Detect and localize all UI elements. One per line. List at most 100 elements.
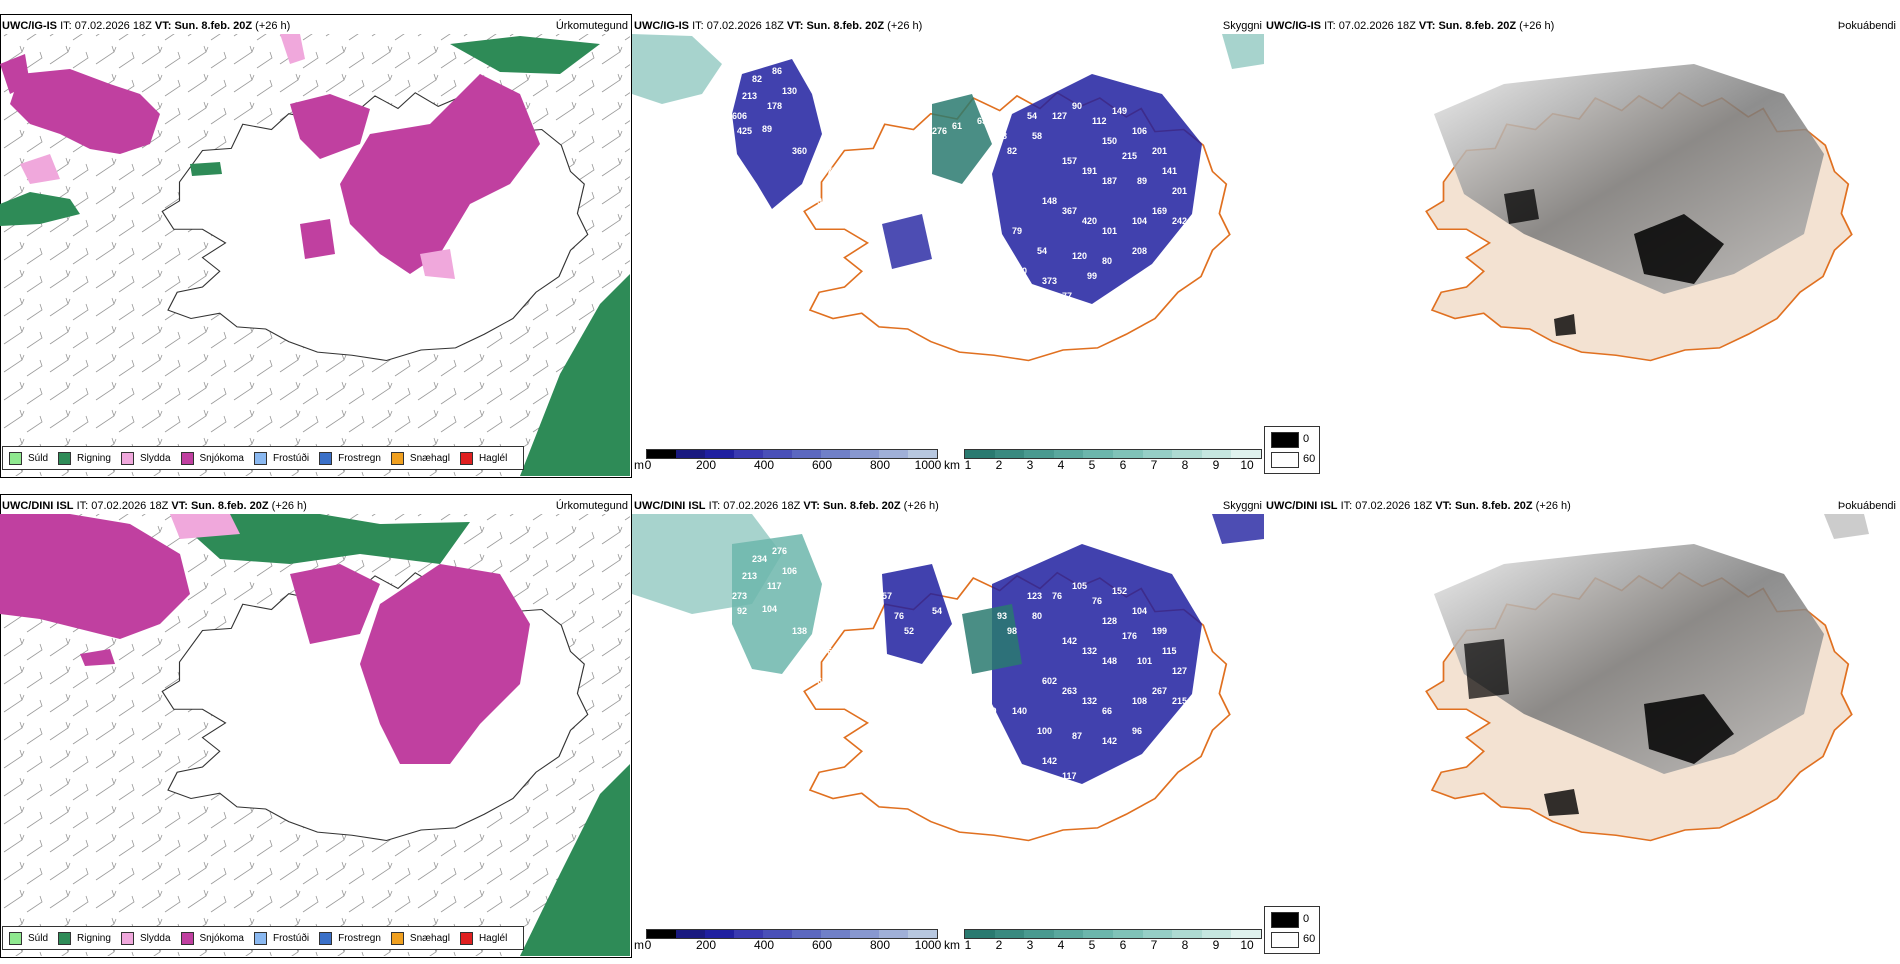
cloud-base-value: 420 [1082,216,1097,226]
cloud-base-value: 100 [1037,726,1052,736]
legend-item: Snæhagl [390,451,450,465]
cloud-base-value: 54 [1037,246,1047,256]
cloud-base-value: 142 [1062,636,1077,646]
fog-legend-swatch [1271,912,1299,928]
cloud-base-value: 86 [772,66,782,76]
legend-swatch [58,451,72,465]
panel-name: Úrkomutegund [555,20,628,32]
cloud-base-value: 96 [1132,726,1142,736]
legend-swatch [180,451,194,465]
visibility-colorbar: km 1 2 3 4 5 6 7 8 9 10 [944,446,1262,476]
fog-legend-swatch [1271,932,1299,948]
cloud-base-value: 169 [1152,206,1167,216]
legend-swatch [319,451,333,465]
legend-swatch [180,931,194,945]
cloud-base-value: 89 [1137,176,1147,186]
cloud-base-value: 82 [752,74,762,84]
visibility-colorbar: km 1 2 3 4 5 6 7 8 9 10 [944,926,1262,956]
cloud-base-value: 199 [1152,626,1167,636]
cloud-base-value: 106 [1132,126,1147,136]
cloud-base-value: 144 [977,596,992,606]
cloud-base-value: 77 [1047,306,1057,316]
legend-swatch [390,451,404,465]
legend-item: Rigning [58,451,111,465]
cloud-base-value: 384 [962,716,977,726]
panel-title: UWC/DINI ISL IT: 07.02.2026 18Z VT: Sun.… [1266,500,1571,512]
legend-swatch [58,931,72,945]
cloud-base-value: 215 [1172,696,1187,706]
visibility-panel-1: 82 86 213 178 130 606 425 89 360 54 91 77 29 82 78 276 6… [632,14,1264,484]
cloud-base-value: 130 [782,86,797,96]
cloud-base-value: 60 [827,646,837,656]
cloud-base-value: 92 [737,606,747,616]
cloud-base-value: 54 [932,606,942,616]
panel-title: UWC/IG-IS IT: 07.02.2026 18Z VT: Sun. 8.… [634,20,923,32]
cloud-base-colorbar: m 0 200 400 600 800 1000 [634,446,941,476]
legend-swatch [253,931,267,945]
cloud-base-value: 157 [1062,156,1077,166]
cloud-base-value: 367 [1062,206,1077,216]
legend-item: Frostregn [319,931,381,945]
cloud-base-value: 69 [817,676,827,686]
cloud-base-value: 276 [772,546,787,556]
fog-legend: 0 60 [1264,426,1320,474]
cloud-base-value: 54 [807,176,817,186]
precip-legend: Súld Rigning Slydda Snjókoma Frostúði Fr… [2,446,525,470]
cloud-base-value: 66 [1102,706,1112,716]
cloud-base-value: 79 [962,236,972,246]
cloud-base-value: 65 [977,116,987,126]
cloud-base-value: 87 [1072,731,1082,741]
cloud-base-value: 152 [1112,586,1127,596]
legend-item: Snjókoma [180,451,244,465]
cloud-base-value: 91 [817,196,827,206]
cloud-base-value: 78 [904,146,914,156]
cloud-base-value: 360 [792,146,807,156]
cloud-base-value: 606 [732,111,747,121]
legend-item: Súld [9,451,48,465]
cloud-base-value: 215 [1122,151,1137,161]
panel-title: UWC/DINI ISL IT: 07.02.2026 18Z VT: Sun.… [2,500,307,512]
legend-item: Frostregn [319,451,381,465]
cloud-base-value: 82 [1007,146,1017,156]
cloud-base-value: 57 [882,591,892,601]
legend-item: Rigning [58,931,111,945]
cloud-base-value: 276 [932,126,947,136]
cloud-base-value: 138 [792,626,807,636]
cloud-base-value: 112 [1092,116,1107,126]
precip-panel-1: UWC/IG-IS IT: 07.02.2026 18Z VT: Sun. 8.… [0,14,632,484]
cloud-base-value: 58 [1032,131,1042,141]
cloud-base-value: 425 [737,126,752,136]
cloud-base-value: 95 [1027,286,1037,296]
cloud-base-value: 148 [1042,196,1057,206]
cloud-base-value: 176 [1122,631,1137,641]
fog-panel-1: UWC/IG-IS IT: 07.02.2026 18Z VT: Sun. 8.… [1264,14,1900,484]
legend-swatch [9,451,22,465]
cloud-base-value: 54 [1027,111,1037,121]
cloud-base-value: 213 [742,91,757,101]
cloud-base-value: 191 [1082,166,1097,176]
forecast-row-1: UWC/IG-IS IT: 07.02.2026 18Z VT: Sun. 8.… [0,14,1900,484]
legend-swatch [459,451,473,465]
cloud-base-value: 178 [767,101,782,111]
cloud-base-value: 151 [992,306,1007,316]
cloud-base-value: 76 [1052,591,1062,601]
cloud-base-value: 132 [1082,696,1097,706]
fog-panel-2: UWC/DINI ISL IT: 07.02.2026 18Z VT: Sun.… [1264,494,1900,964]
cloud-base-value: 77 [827,166,837,176]
cloud-base-value: 602 [1042,676,1057,686]
cloud-base-value: 150 [1102,136,1117,146]
cloud-base-value: 120 [1072,251,1087,261]
panel-title: UWC/IG-IS IT: 07.02.2026 18Z VT: Sun. 8.… [1266,20,1555,32]
legend-swatch [253,451,267,465]
forecast-row-2: UWC/DINI ISL IT: 07.02.2026 18Z VT: Sun.… [0,494,1900,964]
cloud-base-value: 136 [962,276,977,286]
cloud-base-value: 105 [1072,581,1087,591]
cloud-base-value: 208 [1132,246,1147,256]
visibility-panel-2: 234 276 213 117 106 273 92 104 138 54 69 60 57 76 52 54… [632,494,1264,964]
legend-item: Frostúði [253,931,309,945]
cloud-base-value: 242 [1172,216,1187,226]
